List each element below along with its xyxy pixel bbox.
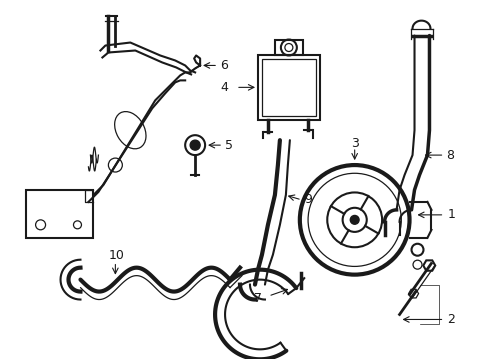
Text: 2: 2 <box>447 313 454 326</box>
Text: 7: 7 <box>254 292 262 305</box>
Text: 4: 4 <box>220 81 227 94</box>
Text: 10: 10 <box>108 249 124 262</box>
Text: 3: 3 <box>350 137 358 150</box>
Text: 1: 1 <box>447 208 454 221</box>
Text: 5: 5 <box>224 139 233 152</box>
Circle shape <box>349 216 358 224</box>
Text: 9: 9 <box>303 193 311 206</box>
Text: 8: 8 <box>446 149 453 162</box>
Text: 6: 6 <box>220 59 227 72</box>
Circle shape <box>190 140 200 150</box>
